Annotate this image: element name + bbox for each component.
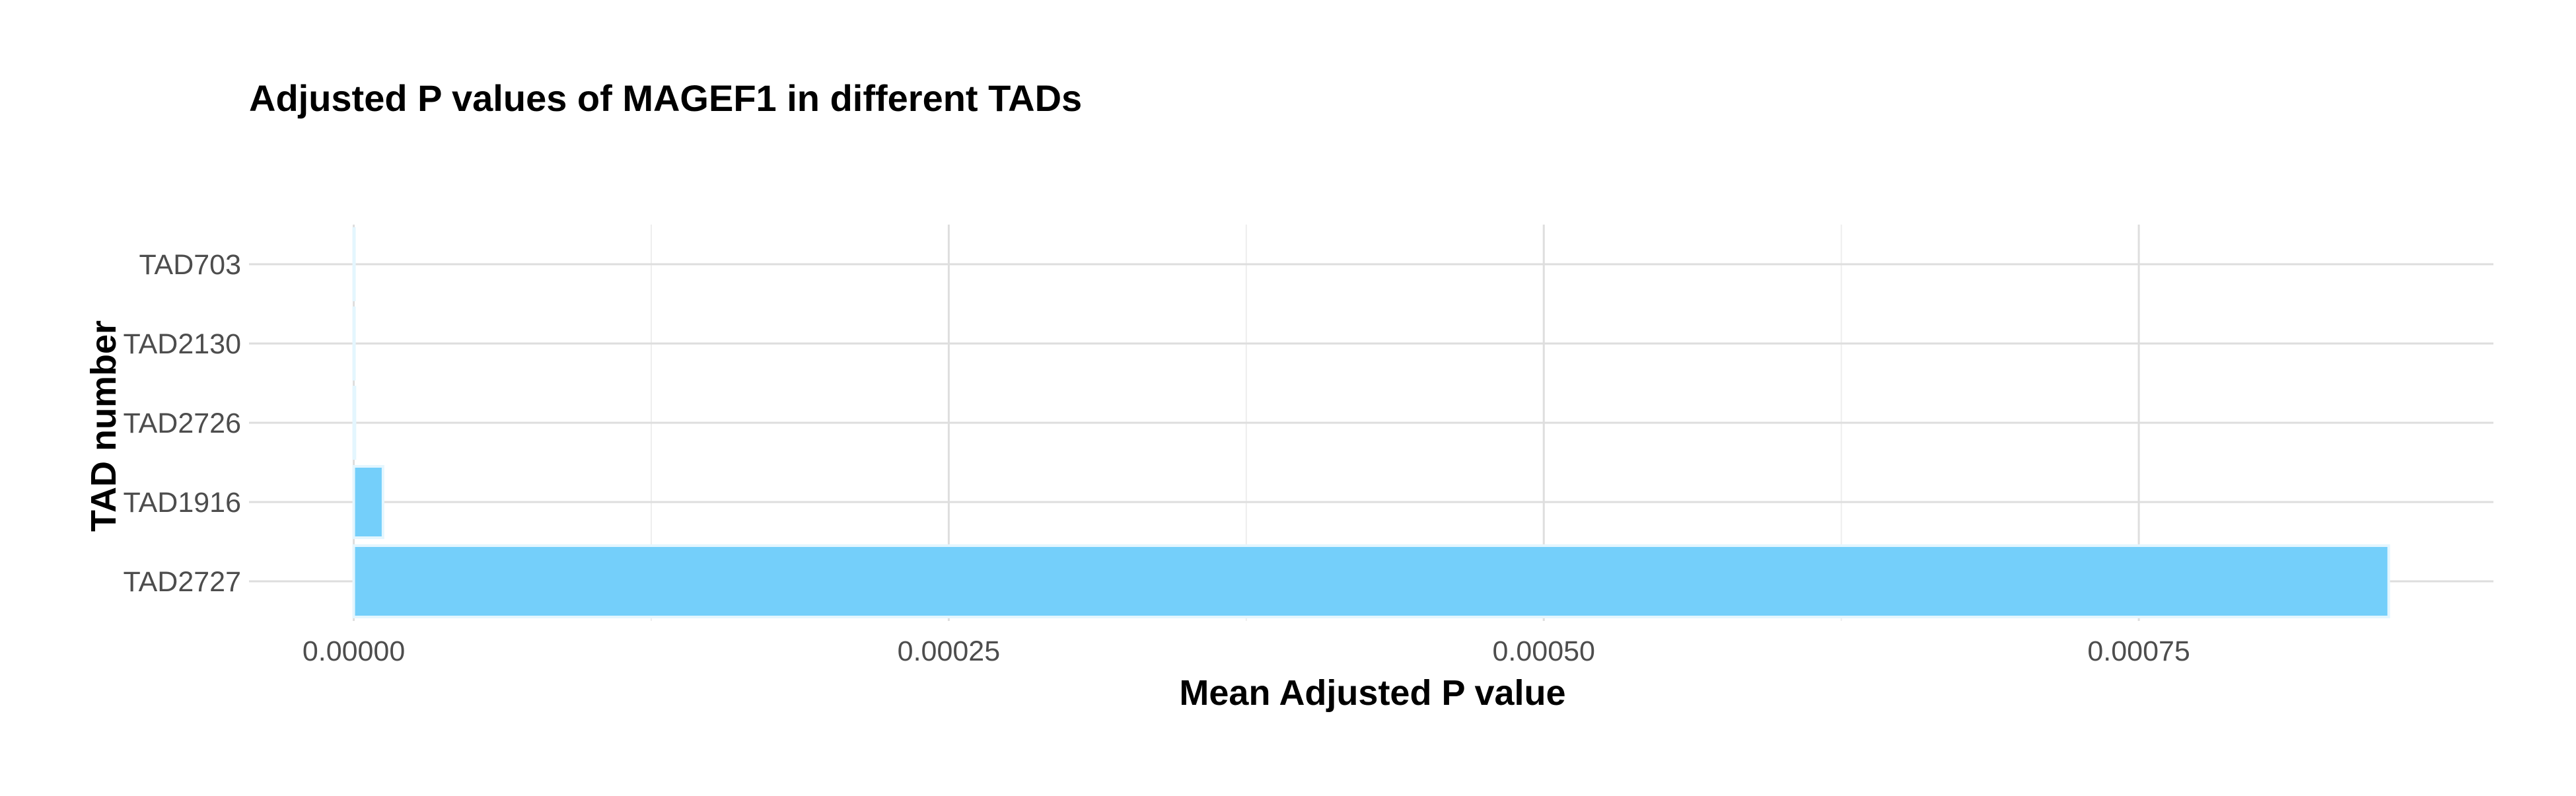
tick-labels: TAD703 TAD2130 TAD2726 TAD1916 TAD2727 0.0000…: [124, 249, 2190, 667]
chart-title: Adjusted P values of MAGEF1 in different…: [249, 77, 1082, 119]
bar-tad2130: [352, 307, 356, 380]
x-tick-label: 0.00025: [898, 635, 1000, 667]
y-tick-label: TAD1916: [124, 487, 241, 519]
y-tick-label: TAD703: [139, 249, 241, 281]
y-axis-label: TAD number: [84, 320, 124, 532]
bar-tad2727: [352, 544, 2390, 618]
y-tick-label: TAD2726: [124, 408, 241, 439]
x-tick-label: 0.00075: [2087, 635, 2190, 667]
y-tick-label: TAD2130: [124, 328, 241, 360]
bars: [352, 227, 2390, 618]
bar-tad2726: [352, 386, 357, 460]
x-axis-label: Mean Adjusted P value: [1179, 673, 1565, 713]
y-tick-label: TAD2727: [124, 566, 241, 598]
x-tick-label: 0.00000: [303, 635, 405, 667]
bar-tad1916: [352, 465, 384, 539]
x-tick-label: 0.00050: [1493, 635, 1595, 667]
bar-tad703: [352, 227, 356, 301]
